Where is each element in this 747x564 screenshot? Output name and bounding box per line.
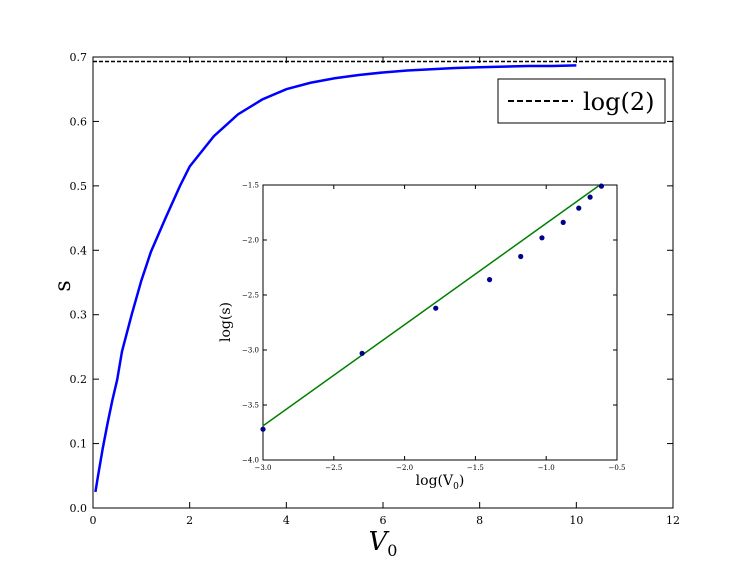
main-x-tick-label: 8 [476,514,483,527]
inset-ticks: −3.0 −2.5 −2.0 −1.5 −1.0 −0.5 −1.5 −2.0 −2.5 −3.0… [242,182,626,473]
legend-label-log2: log(2) [583,88,654,116]
inset-data-point [486,277,493,283]
inset-y-tick-label: −1.5 [242,182,259,190]
inset-x-tick-label: −2.0 [396,464,413,472]
main-x-axis-label-main: V [369,527,390,557]
inset-data-point [560,219,566,225]
s-curve-line [94,64,577,493]
inset-data-point [433,305,439,311]
inset-chart: −3.0 −2.5 −2.0 −1.5 −1.0 −0.5 −1.5 −2.0 −2.5 −3.0… [218,182,626,493]
main-y-tick-label: 0.0 [70,502,88,515]
inset-data-point [359,350,365,356]
main-y-tick-label: 0.2 [70,373,88,386]
main-x-axis-label: V0 [369,527,398,560]
inset-y-tick-label: −2.5 [242,292,259,300]
inset-x-axis-label-main: log(V [416,473,454,489]
inset-y-tick-label: −4.0 [242,457,259,465]
fit-line [262,183,602,427]
main-x-tick-label: 2 [186,514,193,527]
main-x-tick-label: 0 [90,514,97,527]
inset-data-point [518,253,524,260]
legend: log(2) [497,78,666,124]
inset-x-tick-label: −2.5 [325,464,342,472]
main-y-tick-label: 0.1 [70,438,88,451]
inset-x-tick-label: −0.5 [609,464,626,472]
inset-series [260,183,605,432]
main-y-tick-label: 0.6 [70,115,88,128]
main-y-tick-label: 0.4 [70,244,88,257]
inset-data-point [598,183,605,189]
main-x-axis-label-sub: 0 [387,541,397,560]
inset-data-point [260,426,266,432]
inset-plot-area [262,184,618,461]
inset-data-point [576,205,582,211]
main-series [93,60,673,493]
main-y-tick-label: 0.3 [70,309,88,322]
main-x-tick-label: 10 [569,514,583,527]
main-x-tick-label: 12 [666,514,680,527]
main-x-tick-label: 4 [283,514,290,527]
inset-y-tick-label: −3.5 [242,402,259,410]
inset-x-axis-label: log(V0) [416,473,465,492]
inset-x-tick-label: −1.5 [467,464,484,472]
inset-data-point [587,194,593,200]
main-y-tick-label: 0.5 [70,180,88,193]
inset-y-axis-label: log(s) [218,302,234,342]
main-y-tick-label: 0.7 [70,51,88,64]
legend-box [497,78,666,124]
inset-x-axis-label-suffix: ) [459,473,464,489]
inset-x-axis-label-sub: 0 [453,482,459,492]
main-y-axis-label: s [51,280,76,291]
inset-x-tick-label: −1.0 [538,464,555,472]
inset-x-tick-label: −3.0 [255,464,272,472]
main-x-tick-label: 6 [380,514,387,527]
inset-data-point [539,235,545,241]
inset-y-tick-label: −2.0 [242,237,259,245]
main-ticks: 0 2 4 6 8 10 12 0.0 0.1 0.2 0.3 0.4 0.5 0.6 0.7 [70,51,681,527]
inset-y-tick-label: −3.0 [242,347,259,355]
